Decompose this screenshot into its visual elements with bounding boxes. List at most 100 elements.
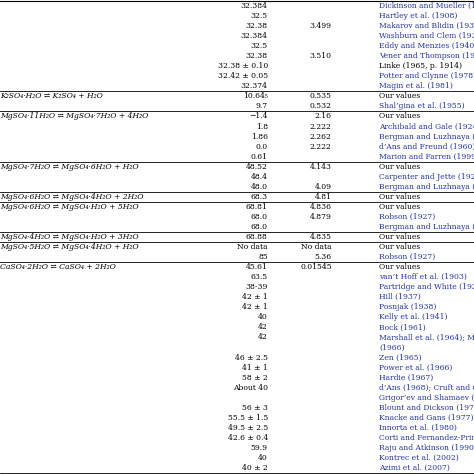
Text: Eddy and Menzies (1940)ᵇ: Eddy and Menzies (1940)ᵇ bbox=[379, 42, 474, 50]
Text: 42: 42 bbox=[258, 333, 268, 341]
Text: 3.499: 3.499 bbox=[310, 22, 332, 30]
Text: Washburn and Clem (1938): Washburn and Clem (1938) bbox=[379, 32, 474, 40]
Text: MgSO₄·6H₂O ⇌ MgSO₄·4H₂O + 2H₂O: MgSO₄·6H₂O ⇌ MgSO₄·4H₂O + 2H₂O bbox=[0, 193, 144, 201]
Text: 56 ± 3: 56 ± 3 bbox=[242, 404, 268, 412]
Text: No data: No data bbox=[237, 243, 268, 251]
Text: Magin et al. (1981): Magin et al. (1981) bbox=[379, 82, 453, 91]
Text: Blount and Dickson (1973): Blount and Dickson (1973) bbox=[379, 404, 474, 412]
Text: Our values: Our values bbox=[379, 263, 420, 271]
Text: Our values: Our values bbox=[379, 243, 420, 251]
Text: Knacke and Gans (1977): Knacke and Gans (1977) bbox=[379, 414, 474, 422]
Text: 0.532: 0.532 bbox=[310, 102, 332, 110]
Text: 40: 40 bbox=[258, 313, 268, 321]
Text: 5.36: 5.36 bbox=[315, 253, 332, 261]
Text: Bergman and Luzhnaya (1951): Bergman and Luzhnaya (1951) bbox=[379, 183, 474, 191]
Text: 9.7: 9.7 bbox=[255, 102, 268, 110]
Text: MgSO₄·4H₂O ⇌ MgSO₄·H₂O + 3H₂O: MgSO₄·4H₂O ⇌ MgSO₄·H₂O + 3H₂O bbox=[0, 233, 139, 241]
Text: 42 ± 1: 42 ± 1 bbox=[242, 293, 268, 301]
Text: Posnjak (1938): Posnjak (1938) bbox=[379, 303, 437, 311]
Text: 32.42 ± 0.05: 32.42 ± 0.05 bbox=[218, 72, 268, 80]
Text: 58 ± 2: 58 ± 2 bbox=[242, 374, 268, 382]
Text: 32.38 ± 0.10: 32.38 ± 0.10 bbox=[218, 62, 268, 70]
Text: 4.81: 4.81 bbox=[315, 193, 332, 201]
Text: Vener and Thompson (1949, 1950): Vener and Thompson (1949, 1950) bbox=[379, 52, 474, 60]
Text: 32.384: 32.384 bbox=[241, 32, 268, 40]
Text: 42.6 ± 0.4: 42.6 ± 0.4 bbox=[228, 434, 268, 442]
Text: MgSO₄·5H₂O ⇌ MgSO₄·4H₂O + H₂O: MgSO₄·5H₂O ⇌ MgSO₄·4H₂O + H₂O bbox=[0, 243, 139, 251]
Text: 68.3: 68.3 bbox=[251, 193, 268, 201]
Text: 2.262: 2.262 bbox=[310, 133, 332, 141]
Text: Power et al. (1966): Power et al. (1966) bbox=[379, 364, 453, 372]
Text: Robson (1927): Robson (1927) bbox=[379, 213, 436, 221]
Text: K₂SO₄·H₂O ⇌ K₂SO₄ + H₂O: K₂SO₄·H₂O ⇌ K₂SO₄ + H₂O bbox=[0, 92, 103, 100]
Text: Hardie (1967): Hardie (1967) bbox=[379, 374, 433, 382]
Text: 63.5: 63.5 bbox=[251, 273, 268, 281]
Text: Marion and Farren (1999): Marion and Farren (1999) bbox=[379, 153, 474, 161]
Text: Grigor’ev and Shamaev (1976): Grigor’ev and Shamaev (1976) bbox=[379, 394, 474, 402]
Text: 48.4: 48.4 bbox=[251, 173, 268, 181]
Text: 2.222: 2.222 bbox=[310, 122, 332, 130]
Text: 32.38: 32.38 bbox=[246, 22, 268, 30]
Text: 32.5: 32.5 bbox=[251, 12, 268, 20]
Text: Marshall et al. (1964); Marshall and Slusher: Marshall et al. (1964); Marshall and Slu… bbox=[379, 333, 474, 341]
Text: 59.9: 59.9 bbox=[251, 444, 268, 452]
Text: 3.510: 3.510 bbox=[310, 52, 332, 60]
Text: 0.61: 0.61 bbox=[251, 153, 268, 161]
Text: 68.81: 68.81 bbox=[246, 203, 268, 211]
Text: Bock (1961): Bock (1961) bbox=[379, 323, 426, 331]
Text: 4.143: 4.143 bbox=[310, 163, 332, 171]
Text: Carpenter and Jette (1923): Carpenter and Jette (1923) bbox=[379, 173, 474, 181]
Text: 40: 40 bbox=[258, 454, 268, 462]
Text: 32.374: 32.374 bbox=[241, 82, 268, 91]
Text: 68.88: 68.88 bbox=[246, 233, 268, 241]
Text: 0.01545: 0.01545 bbox=[300, 263, 332, 271]
Text: Dickinson and Mueller (1907): Dickinson and Mueller (1907) bbox=[379, 2, 474, 10]
Text: 2.16: 2.16 bbox=[315, 112, 332, 120]
Text: Our values: Our values bbox=[379, 112, 420, 120]
Text: 45.61: 45.61 bbox=[246, 263, 268, 271]
Text: Corti and Fernandez-Prini (1983): Corti and Fernandez-Prini (1983) bbox=[379, 434, 474, 442]
Text: CaSO₄·2H₂O ⇌ CaSO₄ + 2H₂O: CaSO₄·2H₂O ⇌ CaSO₄ + 2H₂O bbox=[0, 263, 116, 271]
Text: Kelly et al. (1941): Kelly et al. (1941) bbox=[379, 313, 448, 321]
Text: 2.222: 2.222 bbox=[310, 143, 332, 151]
Text: MgSO₄·7H₂O ⇌ MgSO₄·6H₂O + H₂O: MgSO₄·7H₂O ⇌ MgSO₄·6H₂O + H₂O bbox=[0, 163, 139, 171]
Text: 32.384: 32.384 bbox=[241, 2, 268, 10]
Text: Linke (1965, p. 1914): Linke (1965, p. 1914) bbox=[379, 62, 462, 70]
Text: Azimi et al. (2007): Azimi et al. (2007) bbox=[379, 464, 450, 472]
Text: 85: 85 bbox=[258, 253, 268, 261]
Text: Our values: Our values bbox=[379, 163, 420, 171]
Text: van’t Hoff et al. (1903): van’t Hoff et al. (1903) bbox=[379, 273, 467, 281]
Text: 0.535: 0.535 bbox=[310, 92, 332, 100]
Text: 46 ± 2.5: 46 ± 2.5 bbox=[235, 354, 268, 362]
Text: 48.52: 48.52 bbox=[246, 163, 268, 171]
Text: 42 ± 1: 42 ± 1 bbox=[242, 303, 268, 311]
Text: Archibald and Gale (1924): Archibald and Gale (1924) bbox=[379, 122, 474, 130]
Text: Potter and Clynne (1978): Potter and Clynne (1978) bbox=[379, 72, 474, 80]
Text: 32.5: 32.5 bbox=[251, 42, 268, 50]
Text: 32.38: 32.38 bbox=[246, 52, 268, 60]
Text: Hartley et al. (1908): Hartley et al. (1908) bbox=[379, 12, 457, 20]
Text: 42: 42 bbox=[258, 323, 268, 331]
Text: Raju and Atkinson (1990): Raju and Atkinson (1990) bbox=[379, 444, 474, 452]
Text: About 40: About 40 bbox=[233, 383, 268, 392]
Text: 55.5 ± 1.5: 55.5 ± 1.5 bbox=[228, 414, 268, 422]
Text: 4.09: 4.09 bbox=[315, 183, 332, 191]
Text: (1966): (1966) bbox=[379, 344, 405, 352]
Text: 0.0: 0.0 bbox=[255, 143, 268, 151]
Text: −1.4: −1.4 bbox=[249, 112, 268, 120]
Text: d’Ans (1968); Cruft and Chao (1970);: d’Ans (1968); Cruft and Chao (1970); bbox=[379, 383, 474, 392]
Text: 38-39: 38-39 bbox=[246, 283, 268, 291]
Text: Zen (1965): Zen (1965) bbox=[379, 354, 422, 362]
Text: 4.836: 4.836 bbox=[310, 203, 332, 211]
Text: 41 ± 1: 41 ± 1 bbox=[242, 364, 268, 372]
Text: Makarov and Blidin (1938): Makarov and Blidin (1938) bbox=[379, 22, 474, 30]
Text: Partridge and White (1929): Partridge and White (1929) bbox=[379, 283, 474, 291]
Text: 4.835: 4.835 bbox=[310, 233, 332, 241]
Text: Our values: Our values bbox=[379, 92, 420, 100]
Text: Hill (1937): Hill (1937) bbox=[379, 293, 421, 301]
Text: Our values: Our values bbox=[379, 203, 420, 211]
Text: Robson (1927): Robson (1927) bbox=[379, 253, 436, 261]
Text: No data: No data bbox=[301, 243, 332, 251]
Text: 1.86: 1.86 bbox=[251, 133, 268, 141]
Text: Our values: Our values bbox=[379, 193, 420, 201]
